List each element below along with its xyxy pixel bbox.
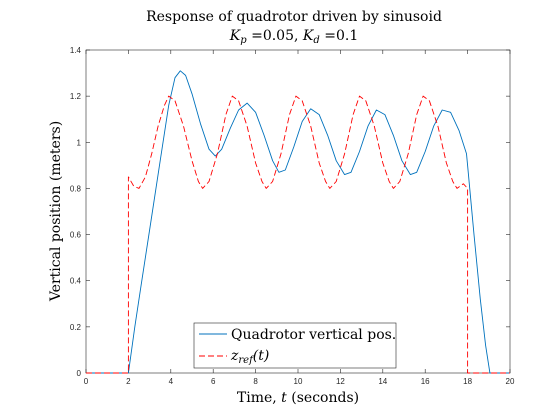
legend-zref-suffix: (t) (253, 348, 270, 364)
x-axis-label-prefix: Time, (237, 390, 281, 406)
kp-value: =0.05, (247, 28, 303, 44)
y-tick-label: 0.2 (70, 323, 82, 332)
x-tick-label: 0 (84, 377, 89, 386)
legend-label-zref: zref(t) (230, 348, 269, 366)
legend-box (193, 322, 397, 369)
y-tick-label: 1.2 (70, 92, 82, 101)
series-line-zref (86, 95, 510, 374)
kp-subscript: p (240, 35, 247, 46)
chart-title: Response of quadrotor driven by sinusoid (146, 9, 442, 25)
x-axis-label-suffix: (seconds) (287, 390, 359, 406)
x-axis-label: Time, t (seconds) (237, 390, 359, 406)
y-tick-label: 0.8 (70, 184, 82, 193)
legend-zref-symbol: z (230, 348, 239, 364)
y-tick-label: 0 (77, 369, 82, 378)
kd-subscript: d (313, 35, 319, 46)
kd-symbol: K (302, 28, 315, 44)
x-tick-label: 14 (378, 377, 387, 386)
legend-label-quadrotor: Quadrotor vertical pos. (231, 327, 396, 343)
x-tick-label: 16 (421, 377, 430, 386)
legend: Quadrotor vertical pos. zref(t) (193, 322, 397, 369)
x-tick-label: 4 (169, 377, 174, 386)
kp-symbol: K (229, 28, 242, 44)
y-tick-label: 1.4 (70, 46, 82, 55)
x-tick-label: 18 (463, 377, 472, 386)
chart-subtitle: Kp =0.05, Kd =0.1 (229, 28, 358, 46)
y-tick-label: 0.4 (70, 277, 82, 286)
x-tick-label: 6 (211, 377, 216, 386)
x-tick-label: 12 (336, 377, 345, 386)
x-axis-label-var: t (281, 390, 287, 406)
kd-value: =0.1 (320, 28, 358, 44)
x-tick-label: 8 (253, 377, 258, 386)
series-line-quadrotor (86, 70, 510, 374)
x-tick-label: 2 (126, 377, 131, 386)
x-tick-label: 10 (294, 377, 303, 386)
y-tick-label: 0.6 (70, 231, 82, 240)
series-layer (86, 70, 510, 374)
plot-area (85, 49, 511, 374)
legend-zref-subscript: ref (238, 355, 255, 366)
axis-ticks: 0 2 4 6 8 10 12 14 16 18 20 0 0.2 0.4 0.6 0.8 1 1.2 1.4 (70, 46, 515, 386)
y-axis-label: Vertical position (meters) (48, 121, 64, 302)
y-tick-label: 1 (77, 138, 82, 147)
x-tick-label: 20 (506, 377, 515, 386)
